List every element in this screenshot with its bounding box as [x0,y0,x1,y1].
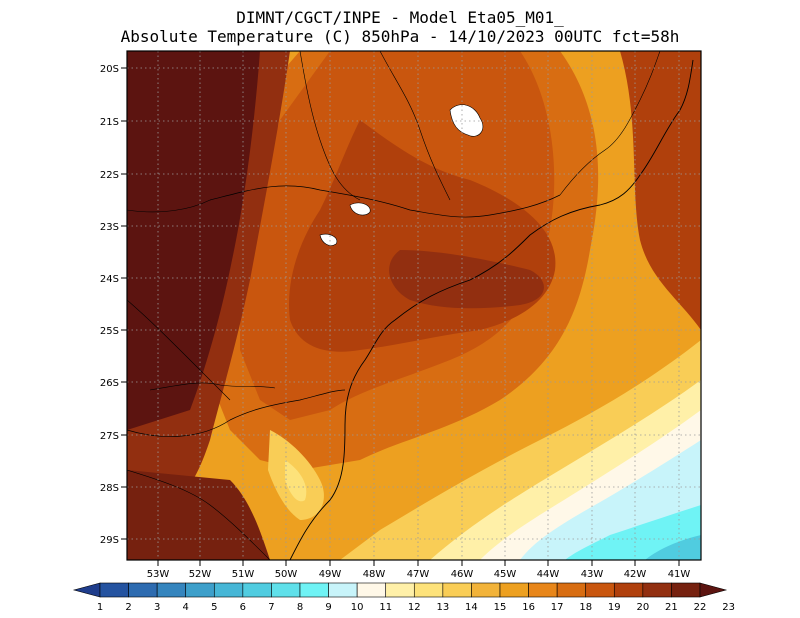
colorbar-box [642,582,672,598]
colorbar-box [128,582,158,598]
colorbar-label: 9 [325,602,331,613]
colorbar-label: 22 [694,602,707,613]
map-title: DIMNT/CGCT/INPE - Model Eta05_M01_ [236,8,564,27]
colorbar-label: 21 [665,602,678,613]
state-border-ms [299,51,361,201]
reservoir-parana [319,233,338,246]
state-border-sc-pr [127,389,346,437]
colorbar-label: 5 [211,602,217,613]
colorbar-label: 13 [436,602,449,613]
field-7c [645,535,701,560]
lon-tick-44w: 44W [537,569,560,580]
lat-tick-29s: 29S [100,535,119,546]
colorbar-label: 12 [408,602,421,613]
lon-tick-45w: 45W [494,569,517,580]
map-grid [127,51,701,560]
lon-tick-52w: 52W [189,569,212,580]
lat-tick-22s: 22S [100,170,119,181]
map-frame [126,50,702,561]
lat-tick-28s: 28S [100,483,119,494]
field-9c [565,505,701,560]
lat-tick-26s: 26S [100,378,119,389]
colorbar-box [271,582,301,598]
lat-tick-25s: 25S [100,326,119,337]
colorbar-box [499,582,529,598]
lat-tick-23s: 23S [100,222,119,233]
state-border-sp-mg [209,185,561,218]
colorbar-label: 11 [379,602,392,613]
colorbar-box [156,582,187,598]
colorbar-box [356,582,387,598]
temperature-field [127,51,701,560]
map-subtitle: Absolute Temperature (C) 850hPa - 14/10/… [120,27,680,46]
lon-axis: 53W 52W 51W 50W 49W 48W 47W 46W 45W 44W … [147,560,691,580]
lon-tick-46w: 46W [451,569,474,580]
state-border-pr [149,382,276,391]
lon-tick-42w: 42W [624,569,647,580]
colorbar-box [413,582,444,598]
field-coastal-14c [285,460,307,502]
colorbar-label: 6 [240,602,246,613]
lon-tick-53w: 53W [147,569,170,580]
state-border-mg-rj [559,51,661,196]
colorbar-box [471,582,501,598]
colorbar-box [385,582,415,598]
colorbar-label: 20 [636,602,649,613]
lat-axis: 20S 21S 22S 23S 24S 25S 26S 27S 28S 29S [100,64,127,546]
colorbar-upper-arrow [699,582,728,598]
colorbar-box [185,582,215,598]
colorbar-box [242,582,272,598]
colorbar-box [328,582,358,598]
colorbar-label: 4 [183,602,189,613]
lat-tick-24s: 24S [100,274,119,285]
colorbar-lower-arrow [72,582,101,598]
field-23c-west [127,51,260,430]
colorbar-label: 15 [494,602,507,613]
field-22c-sw [127,470,270,560]
colorbar-box [213,582,244,598]
lon-tick-49w: 49W [319,569,342,580]
coastline [289,59,694,560]
lat-tick-20s: 20S [100,64,119,75]
colorbar: 1 2 3 4 5 6 7 8 9 10 11 12 13 14 15 16 17 18 19 20 21 22 23 [72,582,735,613]
colorbar-label: 8 [297,602,303,613]
colorbar-box [585,582,615,598]
colorbar-label: 16 [522,602,535,613]
colorbar-label: 1 [97,602,103,613]
colorbar-box [671,582,701,598]
lat-tick-27s: 27S [100,431,119,442]
colorbar-box [556,582,587,598]
colorbar-label: 7 [268,602,274,613]
colorbar-label: 19 [608,602,621,613]
lon-tick-48w: 48W [363,569,386,580]
lon-tick-50w: 50W [275,569,298,580]
colorbar-label: 14 [465,602,478,613]
colorbar-label: 10 [351,602,364,613]
colorbar-label: 17 [551,602,564,613]
lon-tick-51w: 51W [232,569,255,580]
reservoir-paranapanema [349,202,371,216]
colorbar-label: 23 [722,602,735,613]
lon-tick-41w: 41W [668,569,691,580]
lon-tick-43w: 43W [581,569,604,580]
colorbar-box [299,582,329,598]
lat-tick-21s: 21S [100,117,119,128]
border-rs [127,469,271,560]
border-paraguay [127,299,231,401]
colorbar-box [613,582,644,598]
river-parana [379,51,451,201]
colorbar-box [99,582,129,598]
lon-tick-47w: 47W [407,569,430,580]
field-21c [389,250,544,309]
colorbar-box [528,582,558,598]
state-border-ms-pr [127,199,211,213]
reservoir-furnas [449,104,484,137]
colorbar-label: 3 [154,602,160,613]
colorbar-box [442,582,472,598]
colorbar-label: 18 [579,602,592,613]
colorbar-label: 2 [125,602,131,613]
